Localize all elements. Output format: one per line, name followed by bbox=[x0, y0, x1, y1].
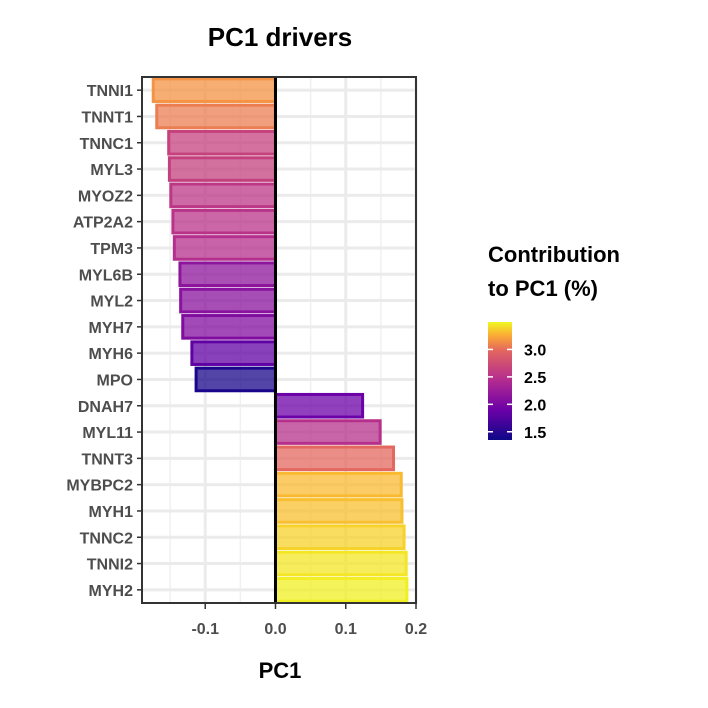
legend-title-line-1: Contribution bbox=[488, 242, 620, 267]
y-tick-label-myl6b: MYL6B bbox=[79, 267, 133, 284]
x-tick-label: 0.2 bbox=[405, 621, 427, 638]
plot-panel bbox=[141, 76, 418, 604]
y-tick-label-mybpc2: MYBPC2 bbox=[66, 478, 133, 495]
x-tick-label: -0.1 bbox=[191, 621, 219, 638]
y-tick-label-dnah7: DNAH7 bbox=[78, 399, 133, 416]
y-tick-label-myh2: MYH2 bbox=[89, 583, 134, 600]
y-tick-label-myh1: MYH1 bbox=[89, 504, 134, 521]
bar-atp2a2 bbox=[171, 208, 277, 235]
y-tick-label-myl11: MYL11 bbox=[82, 425, 133, 442]
x-tick-label: 0.1 bbox=[335, 621, 357, 638]
bar-tpm3 bbox=[172, 235, 277, 261]
bar-tnnt3 bbox=[273, 445, 396, 472]
x-axis-tick-labels: -0.1 0.0 0.1 0.2 bbox=[191, 603, 427, 638]
bar-myl2 bbox=[179, 287, 277, 314]
bar-tnni2 bbox=[273, 550, 408, 577]
bar-mpo bbox=[194, 366, 277, 393]
bar-mybpc2 bbox=[273, 471, 403, 498]
bar-dnah7 bbox=[273, 392, 365, 419]
y-tick-label-atp2a2: ATP2A2 bbox=[73, 215, 133, 232]
y-tick-label-myl2: MYL2 bbox=[90, 294, 133, 311]
x-tick-label: 0.0 bbox=[264, 621, 286, 638]
legend-title-line-2: to PC1 (%) bbox=[488, 276, 598, 301]
bar-tnnc1 bbox=[167, 129, 277, 156]
bar-tnnc2 bbox=[273, 524, 406, 551]
y-tick-label-tnnc1: TNNC1 bbox=[80, 136, 133, 153]
bar-myl6b bbox=[178, 261, 277, 288]
legend-label: 1.5 bbox=[524, 425, 546, 442]
bar-myh1 bbox=[273, 498, 404, 524]
y-tick-label-myh6: MYH6 bbox=[89, 346, 134, 363]
legend-label: 2.5 bbox=[524, 370, 546, 387]
y-tick-label-mpo: MPO bbox=[97, 372, 133, 389]
bar-myl11 bbox=[273, 419, 382, 445]
y-axis-tick-labels: TNNI1 TNNT1 TNNC1 MYL3 MYOZ2 ATP2A2 TPM3 MYL6B M… bbox=[66, 83, 142, 600]
panel-background bbox=[142, 77, 416, 603]
bar-myh7 bbox=[181, 314, 277, 340]
y-tick-label-myl3: MYL3 bbox=[90, 162, 133, 179]
bar-myh2 bbox=[273, 577, 409, 603]
color-legend: Contribution to PC1 (%) 3.0 2.5 2.0 1.5 bbox=[488, 242, 620, 442]
y-tick-label-tnnt3: TNNT3 bbox=[81, 451, 133, 468]
y-tick-label-myh7: MYH7 bbox=[89, 320, 134, 337]
legend-label: 2.0 bbox=[524, 397, 546, 414]
x-axis-title: PC1 bbox=[259, 658, 302, 683]
y-tick-label-tpm3: TPM3 bbox=[90, 241, 133, 258]
y-tick-label-tnnt1: TNNT1 bbox=[81, 109, 133, 126]
bar-tnnt1 bbox=[155, 103, 277, 130]
bar-myoz2 bbox=[169, 182, 277, 209]
y-tick-label-tnni1: TNNI1 bbox=[87, 83, 133, 100]
y-tick-label-tnni2: TNNI2 bbox=[87, 557, 133, 574]
legend-colorbar bbox=[488, 322, 512, 440]
y-tick-label-tnnc2: TNNC2 bbox=[80, 530, 133, 547]
chart-title: PC1 drivers bbox=[208, 22, 353, 52]
legend-label: 3.0 bbox=[524, 342, 546, 359]
bar-tnni1 bbox=[151, 77, 277, 103]
bar-myh6 bbox=[190, 340, 277, 366]
bar-myl3 bbox=[167, 156, 277, 182]
panel-border bbox=[141, 76, 417, 604]
y-tick-label-myoz2: MYOZ2 bbox=[78, 188, 133, 205]
